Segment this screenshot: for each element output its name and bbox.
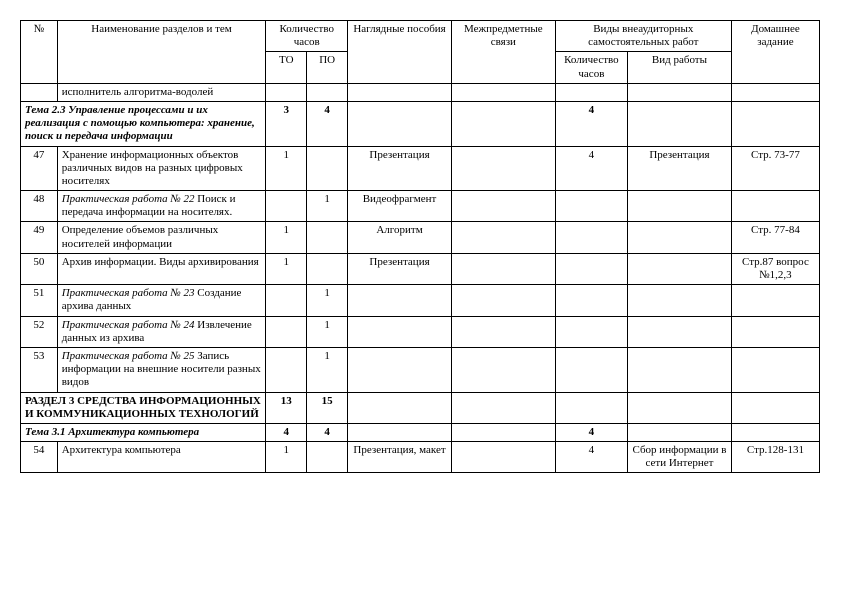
table-row: 47 Хранение информационных объектов разл… xyxy=(21,146,820,191)
cell-theme: Тема 2.3 Управление процессами и их реал… xyxy=(21,101,266,146)
cell-po: 4 xyxy=(307,101,348,146)
header-row-1: № Наименование разделов и тем Количество… xyxy=(21,21,820,52)
table-row: 49 Определение объемов различных носител… xyxy=(21,222,820,253)
cell-name: Практическая работа № 25 Запись информац… xyxy=(57,347,266,392)
cell-num: 47 xyxy=(21,146,58,191)
header-self-work: Вид работы xyxy=(628,52,732,83)
header-to: ТО xyxy=(266,52,307,83)
cell-name: Архив информации. Виды архивирования xyxy=(57,253,266,284)
cell-num: 48 xyxy=(21,191,58,222)
cell-sh: 4 xyxy=(555,423,627,441)
cell-sw: Сбор информации в сети Интернет xyxy=(628,442,732,473)
header-name: Наименование разделов и тем xyxy=(57,21,266,84)
cell-num: 49 xyxy=(21,222,58,253)
cell-to: 13 xyxy=(266,392,307,423)
cell-sh: 4 xyxy=(555,146,627,191)
cell-name: Определение объемов различных носителей … xyxy=(57,222,266,253)
cell-aid: Алгоритм xyxy=(348,222,452,253)
table-row-theme: Тема 2.3 Управление процессами и их реал… xyxy=(21,101,820,146)
cell-to: 1 xyxy=(266,442,307,473)
table-row: 52 Практическая работа № 24 Извлечение д… xyxy=(21,316,820,347)
cell-name: Практическая работа № 24 Извлечение данн… xyxy=(57,316,266,347)
table-row: 50 Архив информации. Виды архивирования … xyxy=(21,253,820,284)
table-row: исполнитель алгоритма-водолей xyxy=(21,83,820,101)
cell-to: 1 xyxy=(266,253,307,284)
cell-po: 1 xyxy=(307,316,348,347)
cell-home: Стр. 77-84 xyxy=(731,222,819,253)
cell-sh: 4 xyxy=(555,442,627,473)
cell-sw: Презентация xyxy=(628,146,732,191)
cell-to: 4 xyxy=(266,423,307,441)
cell-to: 1 xyxy=(266,222,307,253)
cell-sh: 4 xyxy=(555,101,627,146)
table-row: 48 Практическая работа № 22 Поиск и пере… xyxy=(21,191,820,222)
header-aids: Наглядные пособия xyxy=(348,21,452,84)
table-row-section: РАЗДЕЛ 3 СРЕДСТВА ИНФОРМАЦИОННЫХ И КОММУ… xyxy=(21,392,820,423)
curriculum-table: № Наименование разделов и тем Количество… xyxy=(20,20,820,473)
cell-aid: Видеофрагмент xyxy=(348,191,452,222)
cell-to: 1 xyxy=(266,146,307,191)
cell-name: Практическая работа № 22 Поиск и передач… xyxy=(57,191,266,222)
header-po: ПО xyxy=(307,52,348,83)
cell-num: 53 xyxy=(21,347,58,392)
cell-home: Стр.128-131 xyxy=(731,442,819,473)
header-self-hours: Количество часов xyxy=(555,52,627,83)
cell-num: 50 xyxy=(21,253,58,284)
table-row: 54 Архитектура компьютера 1 Презентация,… xyxy=(21,442,820,473)
cell-num: 51 xyxy=(21,285,58,316)
cell-po: 1 xyxy=(307,285,348,316)
cell-name: Хранение информационных объектов различн… xyxy=(57,146,266,191)
table-row: 53 Практическая работа № 25 Запись инфор… xyxy=(21,347,820,392)
header-num: № xyxy=(21,21,58,84)
cell-aid: Презентация xyxy=(348,146,452,191)
header-self: Виды внеаудиторных самостоятельных работ xyxy=(555,21,731,52)
header-home: Домашнее задание xyxy=(731,21,819,84)
table-row: 51 Практическая работа № 23 Создание арх… xyxy=(21,285,820,316)
cell-home: Стр. 73-77 xyxy=(731,146,819,191)
cell-home: Стр.87 вопрос №1,2,3 xyxy=(731,253,819,284)
cell-to: 3 xyxy=(266,101,307,146)
cell-po: 15 xyxy=(307,392,348,423)
cell-theme: Тема 3.1 Архитектура компьютера xyxy=(21,423,266,441)
cell-po: 1 xyxy=(307,347,348,392)
cell-section: РАЗДЕЛ 3 СРЕДСТВА ИНФОРМАЦИОННЫХ И КОММУ… xyxy=(21,392,266,423)
cell-num: 52 xyxy=(21,316,58,347)
header-hours: Количество часов xyxy=(266,21,348,52)
cell-name: Практическая работа № 23 Создание архива… xyxy=(57,285,266,316)
cell-name: Архитектура компьютера xyxy=(57,442,266,473)
table-row-theme: Тема 3.1 Архитектура компьютера 4 4 4 xyxy=(21,423,820,441)
cell-po: 4 xyxy=(307,423,348,441)
cell-aid: Презентация xyxy=(348,253,452,284)
cell-num: 54 xyxy=(21,442,58,473)
cell-name: исполнитель алгоритма-водолей xyxy=(57,83,266,101)
header-inter: Межпредметные связи xyxy=(451,21,555,84)
cell-aid: Презентация, макет xyxy=(348,442,452,473)
cell-po: 1 xyxy=(307,191,348,222)
